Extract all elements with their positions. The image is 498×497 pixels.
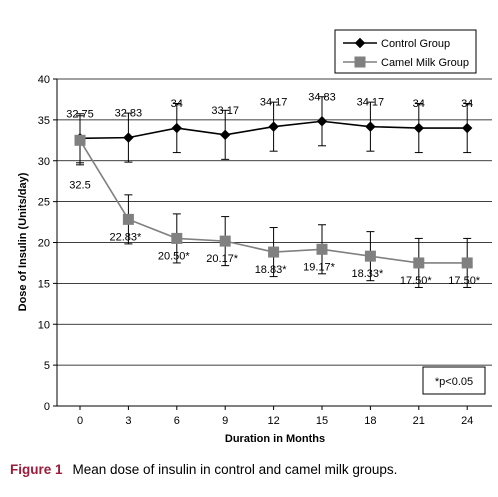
legend-label-1: Camel Milk Group: [381, 57, 469, 69]
caption-text: Mean dose of insulin in control and came…: [73, 462, 398, 477]
marker-square-0: [75, 135, 85, 145]
y-tick-label-15: 15: [38, 278, 50, 290]
x-tick-labels: 0 3 6 9 12 15 18 21 24: [77, 415, 473, 427]
x-tick-label-15: 15: [316, 415, 328, 427]
x-tick-label-6: 6: [174, 415, 180, 427]
y-tick-label-20: 20: [38, 238, 50, 250]
marker-square-8: [462, 258, 472, 268]
y-tick-label-25: 25: [38, 197, 50, 209]
data-label-s1-0: 32.5: [69, 179, 90, 191]
data-label-s1-7: 17.50*: [400, 275, 433, 287]
note-text: *p<0.05: [435, 376, 473, 388]
data-label-s0-5: 34.83: [308, 91, 336, 103]
data-label-s1-5: 19.17*: [303, 261, 336, 273]
data-label-s1-2: 20.50*: [158, 250, 191, 262]
data-label-s0-6: 34.17: [357, 97, 385, 109]
x-tick-label-12: 12: [267, 415, 279, 427]
marker-square-2: [172, 233, 182, 243]
insulin-dose-chart: 0 5 10 15 20 25 30 35 40 0 3 6 9 12 15 18 21 24 32.75 32.…: [0, 0, 498, 460]
x-tick-label-21: 21: [413, 415, 425, 427]
data-label-s0-1: 32.83: [115, 108, 143, 120]
marker-diamond-1: [124, 133, 133, 142]
x-tick-label-3: 3: [125, 415, 131, 427]
data-label-s1-8: 17.50*: [448, 275, 481, 287]
marker-square-5: [317, 244, 327, 254]
data-label-s0-2: 34: [171, 98, 183, 110]
marker-diamond-4: [269, 122, 278, 131]
marker-square-1: [123, 214, 133, 224]
data-label-s0-8: 34: [461, 98, 473, 110]
legend: Control Group Camel Milk Group: [335, 30, 476, 73]
data-label-s0-3: 33.17: [211, 105, 239, 117]
marker-square-4: [269, 247, 279, 257]
data-label-s1-4: 18.83*: [255, 264, 288, 276]
marker-square-6: [365, 251, 375, 261]
x-tick-label-18: 18: [364, 415, 376, 427]
marker-diamond-6: [366, 122, 375, 131]
marker-diamond-7: [414, 124, 423, 133]
data-label-s1-6: 18.33*: [351, 268, 384, 280]
legend-label-0: Control Group: [381, 38, 450, 50]
y-tick-label-5: 5: [44, 360, 50, 372]
data-label-s1-1: 22.83*: [109, 231, 142, 243]
y-tick-label-0: 0: [44, 401, 50, 413]
y-tick-label-30: 30: [38, 156, 50, 168]
y-tick-label-40: 40: [38, 74, 50, 86]
marker-diamond-8: [463, 124, 472, 133]
y-tick-label-10: 10: [38, 319, 50, 331]
x-tick-label-9: 9: [222, 415, 228, 427]
data-label-s0-0: 32.75: [66, 108, 94, 120]
y-tick-label-35: 35: [38, 115, 50, 127]
data-label-s0-7: 34: [413, 98, 425, 110]
grid-lines: [57, 79, 492, 365]
marker-square-7: [414, 258, 424, 268]
marker-diamond-2: [172, 124, 181, 133]
significance-note: *p<0.05: [423, 367, 485, 394]
marker-square-3: [220, 236, 230, 246]
legend-marker-square: [355, 57, 365, 67]
y-tick-labels: 0 5 10 15 20 25 30 35 40: [38, 74, 50, 413]
marker-diamond-5: [318, 117, 327, 126]
x-tick-label-0: 0: [77, 415, 83, 427]
x-tick-label-24: 24: [461, 415, 473, 427]
data-label-s0-4: 34.17: [260, 97, 288, 109]
data-label-s1-3: 20.17*: [206, 253, 239, 265]
marker-diamond-3: [221, 130, 230, 139]
y-axis-title: Dose of Insulin (Units/day): [17, 172, 29, 311]
figure-caption: Figure 1 Mean dose of insulin in control …: [10, 462, 495, 477]
x-axis-title: Duration in Months: [225, 433, 325, 445]
figure-label: Figure 1: [10, 462, 63, 477]
